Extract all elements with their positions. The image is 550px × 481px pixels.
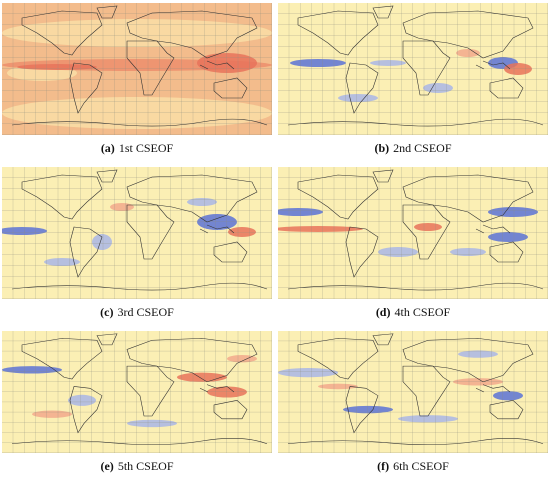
graticule [2,167,272,299]
panel-label: (e) [100,459,114,473]
caption: (c) 3rd CSEOF [2,305,272,320]
map-panel: (a) 1st CSEOF [2,3,272,156]
caption: (d) 4th CSEOF [278,305,548,320]
map [2,3,272,135]
panel-title: 4th CSEOF [394,305,451,319]
map [278,331,548,453]
graticule [278,167,548,299]
panel-title: 1st CSEOF [118,141,174,155]
graticule [278,331,548,453]
map [2,331,272,453]
panel-label: (d) [375,305,391,319]
panel-label: (b) [374,141,390,155]
map-panel: (b) 2nd CSEOF [278,3,548,156]
map-panel: (d) 4th CSEOF [278,167,548,320]
caption: (f) 6th CSEOF [278,459,548,474]
caption: (a) 1st CSEOF [2,141,272,156]
panel-title: 2nd CSEOF [393,141,452,155]
panel-title: 3rd CSEOF [117,305,174,319]
panel-label: (a) [100,141,115,155]
map-panel: (c) 3rd CSEOF [2,167,272,320]
map [2,167,272,299]
graticule [278,3,548,135]
graticule [2,3,272,135]
panel-title: 5th CSEOF [117,459,174,473]
caption: (b) 2nd CSEOF [278,141,548,156]
map-panel: (f) 6th CSEOF [278,331,548,474]
panel-label: (c) [100,305,114,319]
panel-label: (f) [377,459,390,473]
graticule [2,331,272,453]
map [278,167,548,299]
panel-title: 6th CSEOF [393,459,449,473]
map-panel: (e) 5th CSEOF [2,331,272,474]
map [278,3,548,135]
caption: (e) 5th CSEOF [2,459,272,474]
